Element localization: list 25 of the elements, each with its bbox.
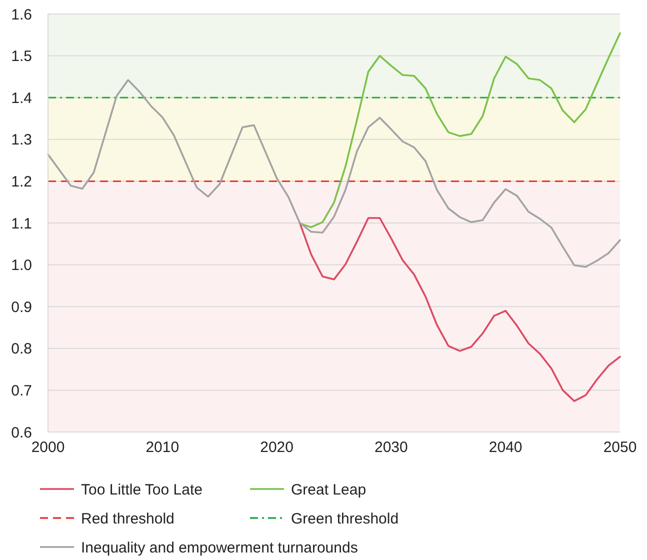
legend-label: Too Little Too Late: [81, 481, 202, 498]
line-series: [298, 217, 621, 402]
legend-label: Great Leap: [291, 481, 366, 498]
y-tick-label: 0.9: [11, 298, 32, 316]
y-tick-label: 0.8: [11, 340, 32, 358]
y-tick-label: 1.1: [11, 215, 32, 232]
legend-label: Inequality and empowerment turnarounds: [81, 539, 358, 556]
y-tick-label: 1.5: [11, 48, 32, 66]
x-tick-label: 2030: [374, 439, 408, 456]
y-tick-label: 1.6: [11, 6, 32, 24]
y-tick-label: 1.4: [11, 90, 32, 107]
line-series: [298, 32, 621, 228]
x-tick-label: 2010: [146, 439, 180, 456]
x-tick-label: 2050: [603, 439, 637, 456]
x-tick-label: 2020: [260, 439, 294, 456]
y-tick-label: 1.3: [11, 132, 32, 149]
x-tick-label: 2040: [488, 439, 522, 456]
y-tick-label: 0.6: [11, 424, 32, 442]
y-tick-label: 1.2: [11, 173, 32, 190]
x-tick-label: 2000: [31, 439, 65, 456]
legend-label: Red threshold: [81, 510, 174, 528]
legend-label: Green threshold: [291, 510, 399, 528]
line-series: [47, 79, 621, 268]
y-tick-label: 1.0: [11, 257, 32, 274]
y-tick-label: 0.7: [11, 382, 32, 400]
